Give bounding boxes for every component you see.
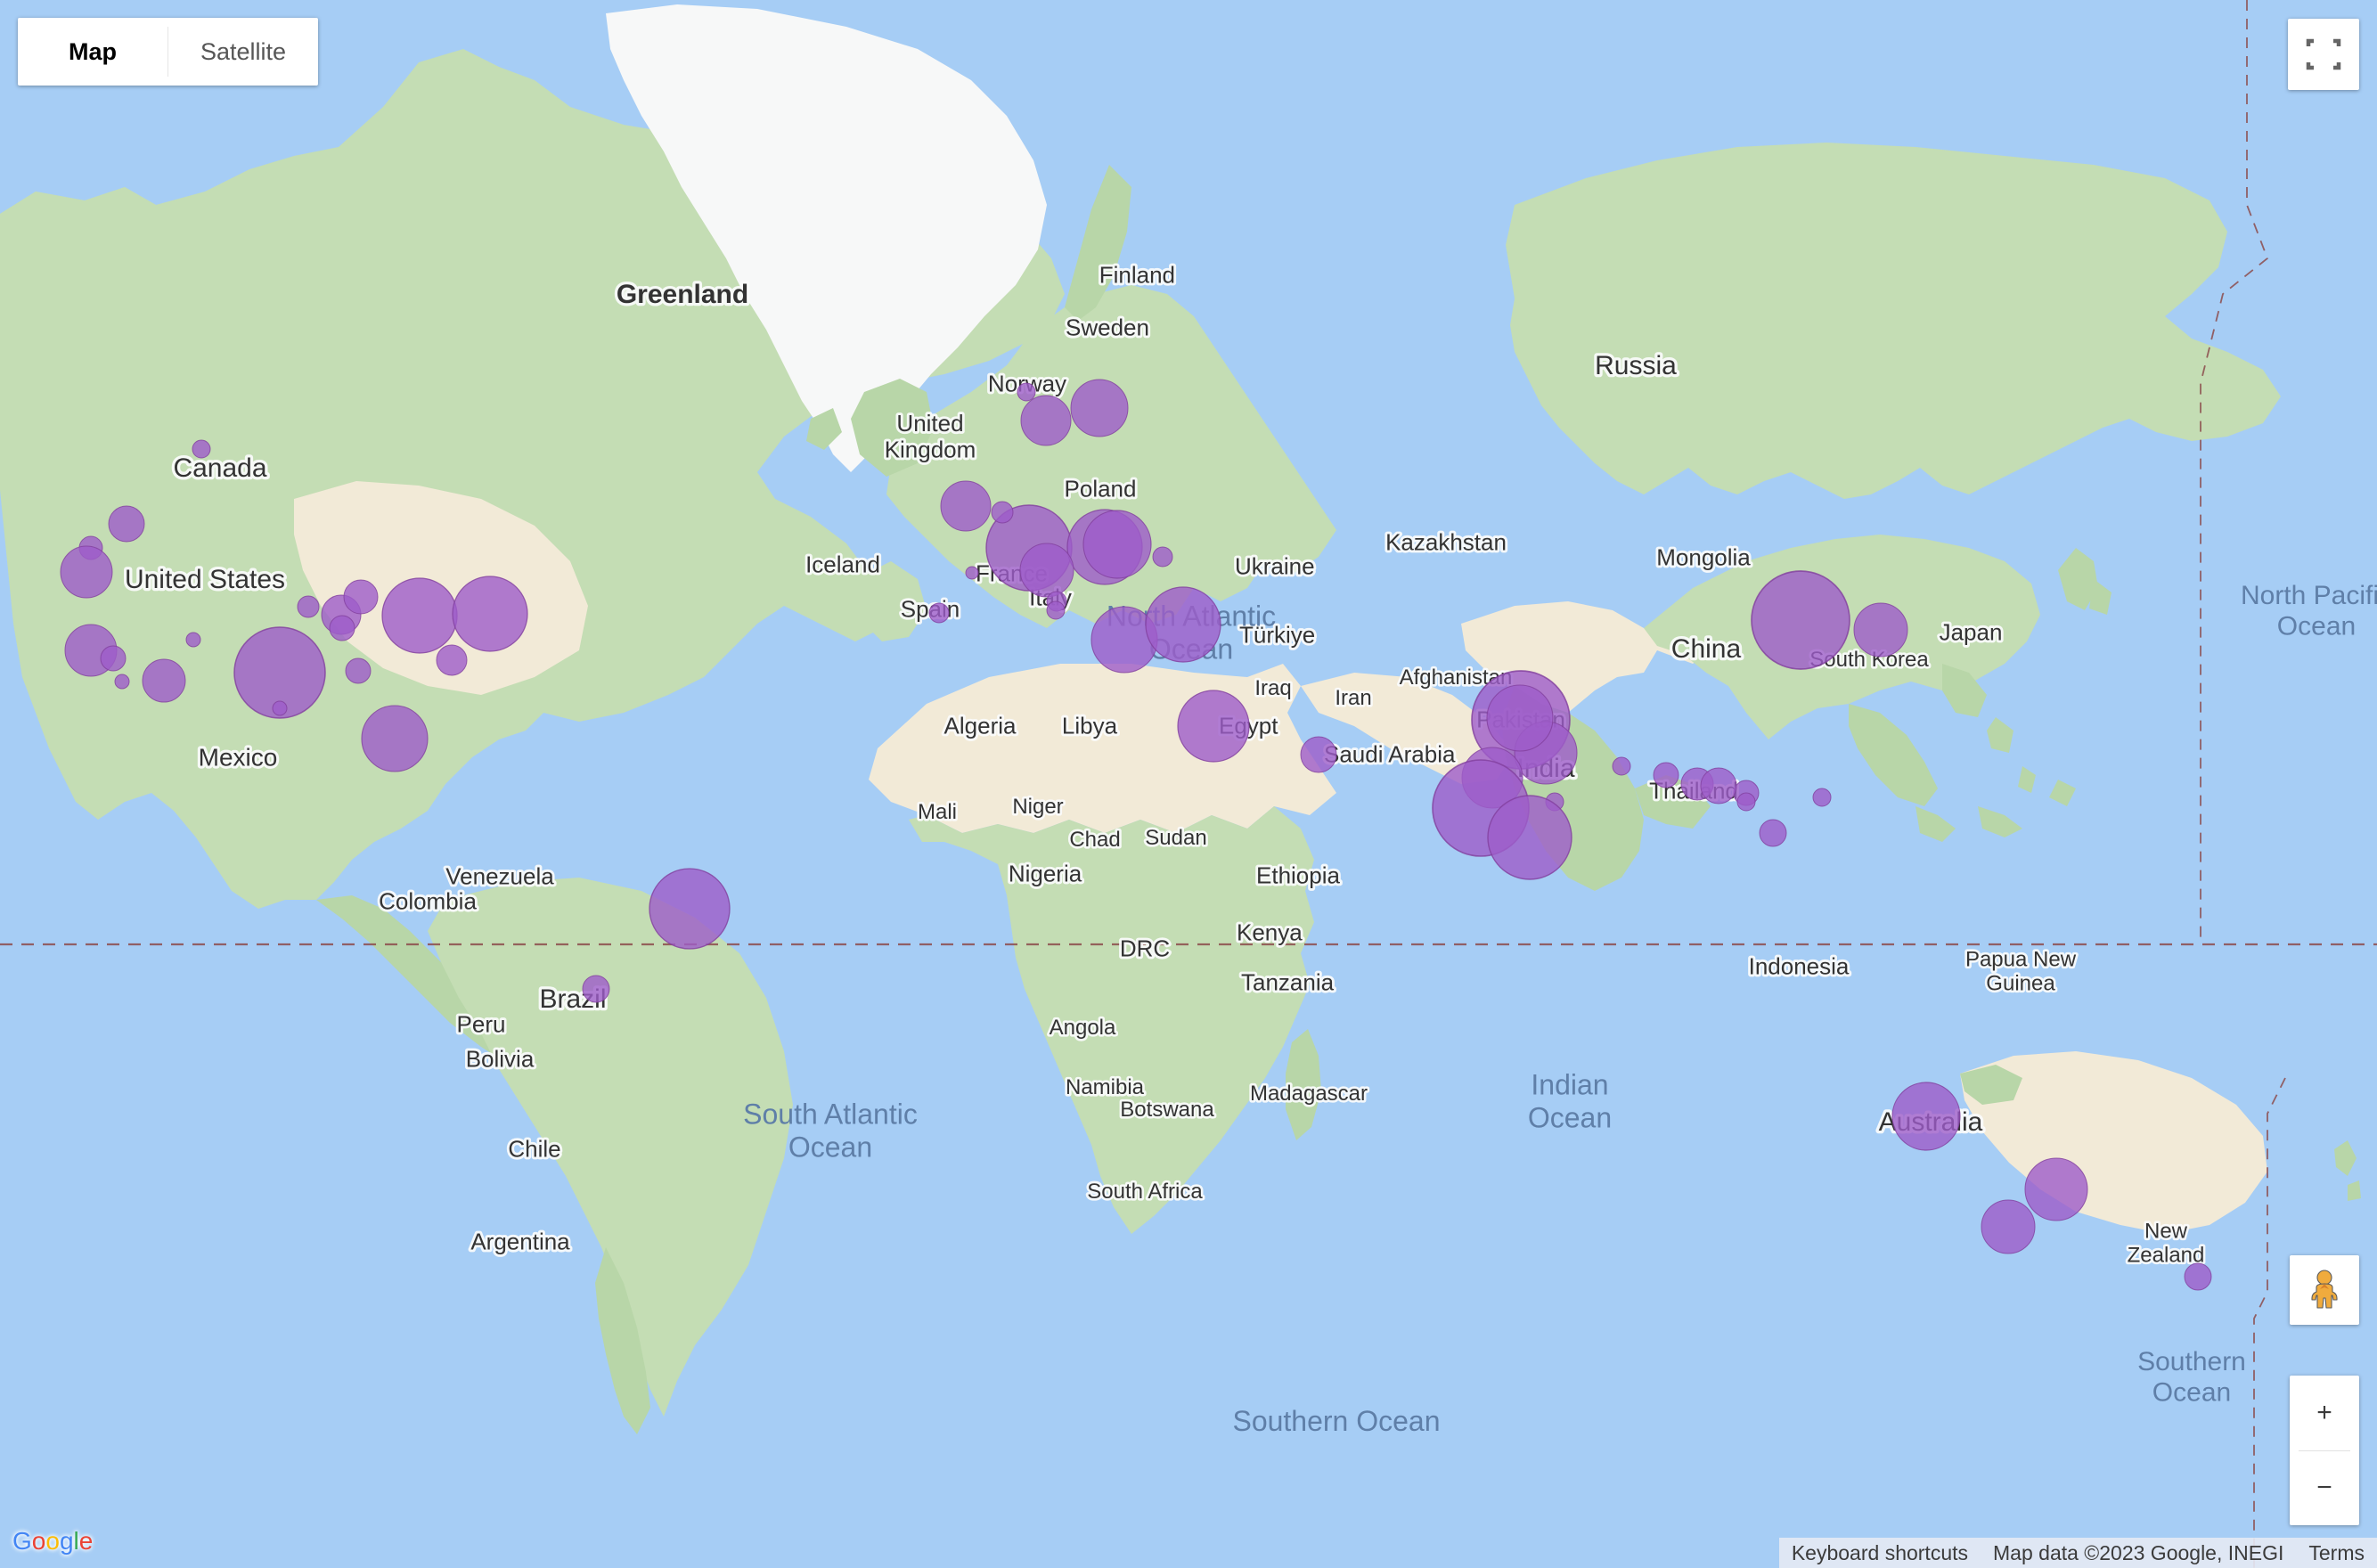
svg-text:Saudi Arabia: Saudi Arabia <box>1324 741 1456 768</box>
svg-text:Argentina: Argentina <box>470 1229 570 1255</box>
svg-text:Libya: Libya <box>1062 713 1118 739</box>
svg-text:Papua New: Papua New <box>1965 948 2077 972</box>
svg-text:Namibia: Namibia <box>1066 1075 1145 1099</box>
svg-text:Zealand: Zealand <box>2128 1244 2205 1268</box>
svg-text:Madagascar: Madagascar <box>1250 1082 1368 1106</box>
svg-text:Colombia: Colombia <box>379 888 477 915</box>
svg-text:Mexico: Mexico <box>199 743 278 771</box>
svg-text:Mongolia: Mongolia <box>1656 544 1751 571</box>
svg-text:Google: Google <box>12 1527 93 1555</box>
svg-text:Kenya: Kenya <box>1237 919 1303 946</box>
svg-text:Iran: Iran <box>1335 686 1371 710</box>
svg-text:Iceland: Iceland <box>805 551 880 578</box>
svg-text:New: New <box>2144 1220 2188 1244</box>
svg-text:Kingdom: Kingdom <box>885 436 976 462</box>
svg-text:Poland: Poland <box>1065 476 1137 502</box>
svg-text:Southern Ocean: Southern Ocean <box>1232 1405 1440 1437</box>
svg-text:Canada: Canada <box>173 453 266 483</box>
svg-text:Ethiopia: Ethiopia <box>1256 862 1340 889</box>
svg-text:Angola: Angola <box>1050 1016 1116 1040</box>
svg-text:Ukraine: Ukraine <box>1235 553 1315 580</box>
svg-text:Peru: Peru <box>457 1011 506 1038</box>
svg-text:United: United <box>896 410 963 437</box>
svg-text:Niger: Niger <box>1012 795 1063 819</box>
svg-text:Greenland: Greenland <box>617 280 748 309</box>
svg-text:Ocean: Ocean <box>2277 612 2356 641</box>
svg-text:Indian: Indian <box>1531 1069 1608 1101</box>
svg-text:Mali: Mali <box>918 800 957 824</box>
svg-text:Algeria: Algeria <box>944 713 1017 739</box>
svg-text:Ocean: Ocean <box>1528 1101 1612 1133</box>
svg-text:Sweden: Sweden <box>1066 314 1149 341</box>
svg-text:Tanzania: Tanzania <box>1241 969 1335 996</box>
svg-text:North Pacific: North Pacific <box>2241 581 2377 610</box>
svg-text:Botswana: Botswana <box>1120 1098 1214 1122</box>
svg-text:Japan: Japan <box>1940 619 2003 646</box>
svg-text:Southern: Southern <box>2137 1347 2246 1376</box>
svg-text:Chile: Chile <box>508 1136 560 1163</box>
svg-text:Indonesia: Indonesia <box>1749 953 1850 980</box>
svg-text:Kazakhstan: Kazakhstan <box>1385 529 1507 556</box>
svg-text:Bolivia: Bolivia <box>466 1046 535 1073</box>
svg-text:Venezuela: Venezuela <box>445 863 554 890</box>
svg-text:Finland: Finland <box>1099 262 1175 289</box>
svg-text:DRC: DRC <box>1120 935 1170 962</box>
svg-text:Russia: Russia <box>1595 351 1677 380</box>
svg-text:Iraq: Iraq <box>1254 676 1291 700</box>
svg-text:United States: United States <box>125 565 285 594</box>
svg-text:South Atlantic: South Atlantic <box>743 1098 918 1131</box>
svg-text:China: China <box>1671 634 1742 664</box>
svg-text:Chad: Chad <box>1069 828 1120 852</box>
svg-text:Guinea: Guinea <box>1986 972 2055 996</box>
svg-text:Ocean: Ocean <box>2152 1378 2231 1408</box>
svg-text:Nigeria: Nigeria <box>1009 861 1082 887</box>
svg-text:Sudan: Sudan <box>1145 826 1206 850</box>
svg-text:Ocean: Ocean <box>788 1131 872 1163</box>
svg-text:South Africa: South Africa <box>1087 1180 1203 1204</box>
